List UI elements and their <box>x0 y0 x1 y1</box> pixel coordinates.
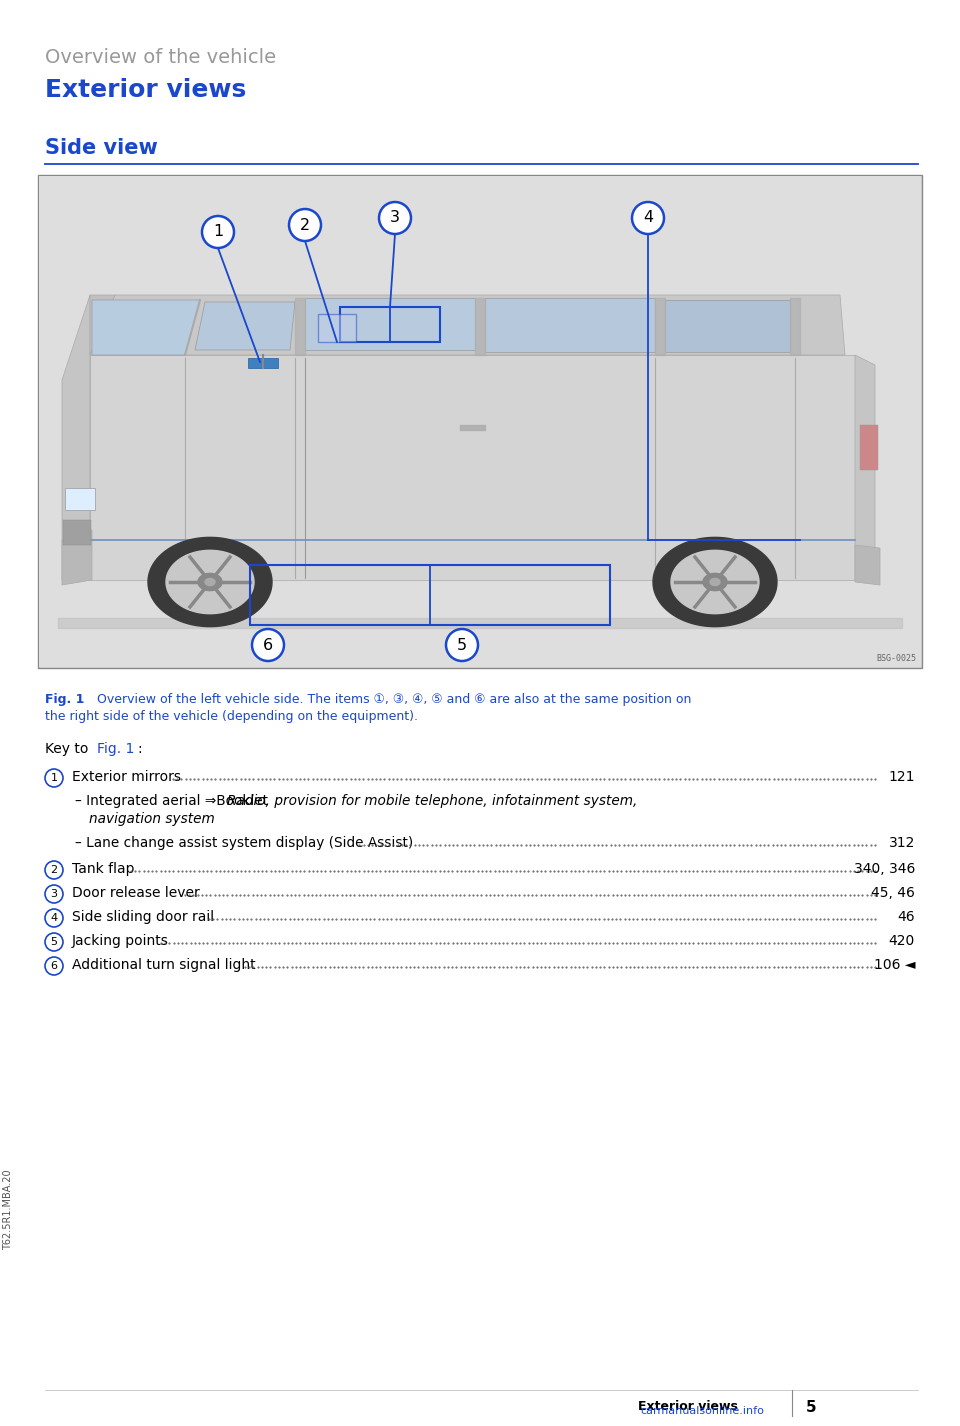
Text: Jacking points: Jacking points <box>72 934 169 948</box>
Polygon shape <box>90 295 845 355</box>
Text: BSG-0025: BSG-0025 <box>876 655 916 663</box>
Polygon shape <box>195 302 295 349</box>
Polygon shape <box>653 538 777 626</box>
Text: 2: 2 <box>51 866 58 876</box>
Text: – Lane change assist system display (Side Assist): – Lane change assist system display (Sid… <box>75 836 413 850</box>
Polygon shape <box>703 573 727 590</box>
Polygon shape <box>166 550 254 613</box>
Text: 4: 4 <box>643 211 653 225</box>
Text: 1: 1 <box>213 224 223 240</box>
Text: 1: 1 <box>51 773 58 783</box>
Polygon shape <box>92 299 200 355</box>
Text: Door release lever: Door release lever <box>72 886 200 900</box>
Text: Fig. 1: Fig. 1 <box>97 742 134 756</box>
Text: 3: 3 <box>51 888 58 898</box>
Text: carmanualsonline.info: carmanualsonline.info <box>640 1406 764 1416</box>
Polygon shape <box>198 573 222 590</box>
Polygon shape <box>62 295 90 580</box>
Polygon shape <box>205 579 215 586</box>
Bar <box>38 175 922 667</box>
Text: Exterior mirrors: Exterior mirrors <box>72 770 181 784</box>
Text: Side view: Side view <box>45 138 157 158</box>
Text: 6: 6 <box>51 961 58 971</box>
Text: Overview of the left vehicle side. The items ①, ③, ④, ⑤ and ⑥ are also at the sa: Overview of the left vehicle side. The i… <box>89 693 691 706</box>
Circle shape <box>252 629 284 662</box>
Text: 4: 4 <box>51 913 58 923</box>
Text: 106 ◄: 106 ◄ <box>874 958 915 973</box>
Circle shape <box>632 202 664 234</box>
Text: 121: 121 <box>889 770 915 784</box>
Bar <box>39 175 921 667</box>
Circle shape <box>45 769 63 787</box>
Text: 420: 420 <box>889 934 915 948</box>
Text: Key to: Key to <box>45 742 93 756</box>
Text: 5: 5 <box>806 1400 817 1415</box>
Polygon shape <box>305 298 475 349</box>
Circle shape <box>289 210 321 241</box>
Circle shape <box>45 886 63 903</box>
Bar <box>63 520 91 545</box>
Text: 5: 5 <box>457 637 468 653</box>
Text: Fig. 1: Fig. 1 <box>45 693 84 706</box>
Text: 3: 3 <box>390 211 400 225</box>
Polygon shape <box>665 299 790 352</box>
Text: – Integrated aerial ⇒Booklet: – Integrated aerial ⇒Booklet <box>75 794 273 809</box>
Polygon shape <box>148 538 272 626</box>
Text: Tank flap: Tank flap <box>72 861 134 876</box>
Text: navigation system: navigation system <box>89 811 215 826</box>
Text: Side sliding door rail: Side sliding door rail <box>72 910 214 924</box>
Bar <box>318 314 356 342</box>
Text: 2: 2 <box>300 218 310 232</box>
Polygon shape <box>90 355 855 580</box>
Circle shape <box>446 629 478 662</box>
Polygon shape <box>90 295 115 355</box>
Circle shape <box>45 861 63 878</box>
Text: Exterior views: Exterior views <box>638 1400 738 1413</box>
Text: 46: 46 <box>898 910 915 924</box>
Text: 6: 6 <box>263 637 273 653</box>
Polygon shape <box>710 579 720 586</box>
Text: 45, 46: 45, 46 <box>871 886 915 900</box>
Bar <box>250 565 610 625</box>
Text: 5: 5 <box>51 937 58 947</box>
Text: Additional turn signal light: Additional turn signal light <box>72 958 255 973</box>
Circle shape <box>45 933 63 951</box>
Bar <box>65 488 95 511</box>
Polygon shape <box>671 550 759 613</box>
Text: the right side of the vehicle (depending on the equipment).: the right side of the vehicle (depending… <box>45 710 418 723</box>
Text: :: : <box>137 742 142 756</box>
Text: 312: 312 <box>889 836 915 850</box>
Bar <box>340 307 440 342</box>
Text: 340, 346: 340, 346 <box>853 861 915 876</box>
Polygon shape <box>62 530 92 585</box>
Text: Radio, provision for mobile telephone, infotainment system,: Radio, provision for mobile telephone, i… <box>227 794 637 809</box>
Polygon shape <box>248 358 278 368</box>
Text: Exterior views: Exterior views <box>45 78 247 103</box>
Text: T62.5R1.MBA.20: T62.5R1.MBA.20 <box>3 1169 13 1251</box>
Polygon shape <box>485 298 655 352</box>
Text: Overview of the vehicle: Overview of the vehicle <box>45 48 276 67</box>
Circle shape <box>379 202 411 234</box>
Polygon shape <box>855 355 875 580</box>
Circle shape <box>45 957 63 975</box>
Bar <box>860 425 878 471</box>
Circle shape <box>202 215 234 248</box>
Polygon shape <box>855 545 880 585</box>
Circle shape <box>45 908 63 927</box>
